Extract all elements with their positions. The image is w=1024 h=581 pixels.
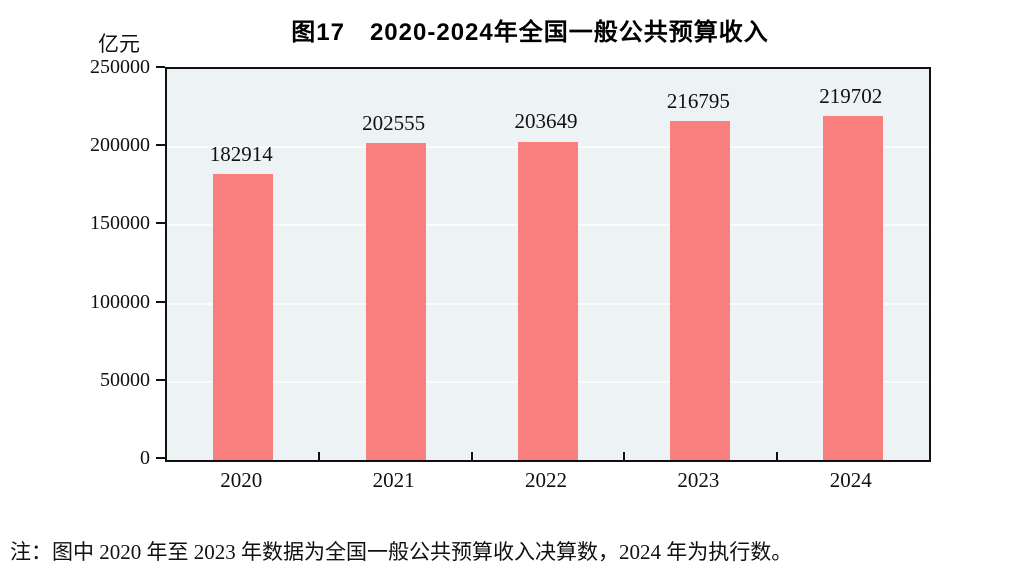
footnote: 注：图中 2020 年至 2023 年数据为全国一般公共预算收入决算数，2024… [10, 540, 793, 564]
y-tick-mark [156, 144, 165, 147]
y-tick-mark [156, 457, 165, 459]
y-tick-mark [156, 378, 165, 381]
y-tick-mark [156, 66, 165, 68]
y-tick-label: 100000 [90, 290, 150, 313]
y-tick-mark [156, 222, 165, 225]
bar-value-label: 202555 [362, 111, 426, 136]
y-tick-label: 200000 [90, 134, 150, 157]
y-tick-label: 0 [140, 447, 150, 469]
chart-title: 图17 2020-2024年全国一般公共预算收入 [291, 19, 769, 46]
x-tick-label: 2024 [829, 468, 872, 492]
y-tick-label: 50000 [100, 368, 150, 391]
x-tick-label: 2022 [524, 468, 567, 492]
x-boundary-tick [775, 452, 778, 460]
plot-area [165, 67, 931, 462]
y-tick-label: 150000 [90, 212, 150, 235]
x-tick-label: 2021 [372, 468, 415, 492]
y-tick-label: 250000 [90, 56, 150, 78]
y-tick-mark [156, 300, 165, 303]
bar-value-label: 216795 [666, 88, 730, 113]
bar-value-label: 219702 [819, 84, 883, 109]
x-boundary-tick [470, 452, 473, 460]
bar-2024 [822, 116, 883, 460]
x-boundary-tick [623, 452, 626, 460]
bar-2021 [365, 143, 426, 460]
bar-value-label: 203649 [514, 109, 578, 134]
y-axis-unit-label: 亿元 [98, 32, 140, 56]
x-tick-label: 2023 [677, 468, 720, 492]
bar-value-label: 182914 [209, 141, 273, 166]
x-tick-label: 2020 [220, 468, 263, 492]
bar-2022 [518, 141, 578, 460]
bar-2023 [670, 120, 731, 460]
bar-2020 [213, 173, 274, 460]
x-boundary-tick [318, 452, 321, 460]
